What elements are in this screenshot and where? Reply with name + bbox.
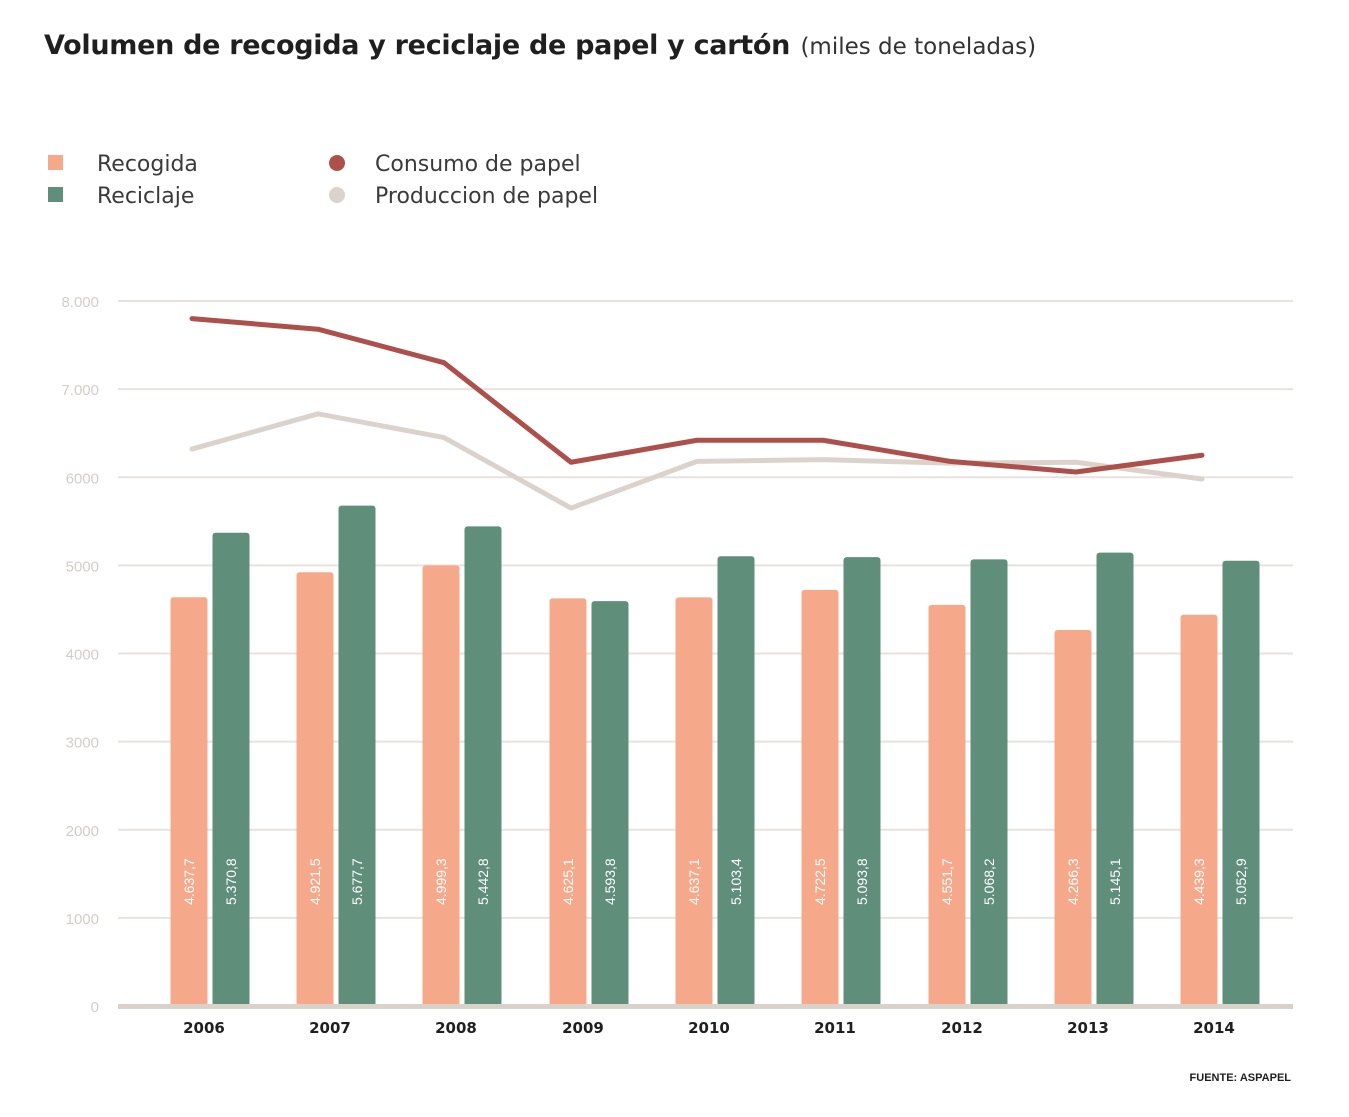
bar-value-label: 5.677,7	[349, 858, 365, 905]
bar-reciclaje-2009	[591, 601, 629, 1006]
bar-recogida-2014	[1180, 614, 1218, 1006]
y-tick-label: 3000	[66, 735, 99, 752]
bar-recogida-2009	[549, 598, 587, 1006]
legend-swatch-recogida	[48, 155, 63, 170]
bar-value-label: 4.593,8	[602, 858, 618, 905]
bar-value-label: 5.442,8	[475, 858, 491, 905]
bar-value-label: 4.722,5	[812, 858, 828, 905]
y-tick-label: 7.000	[61, 382, 99, 399]
bar-value-label: 4.551,7	[939, 858, 955, 905]
bar-reciclaje-2013	[1096, 552, 1134, 1006]
x-tick-label: 2012	[941, 1019, 983, 1037]
bar-value-label: 5.370,8	[223, 858, 239, 905]
bar-reciclaje-2007	[338, 505, 376, 1006]
y-tick-label: 0	[91, 999, 99, 1016]
x-tick-label: 2009	[562, 1019, 604, 1037]
legend-label-consumo-de-papel: Consumo de papel	[375, 152, 581, 177]
bar-value-label: 5.093,8	[854, 858, 870, 905]
legend-dot-consumo-de-papel	[329, 155, 345, 171]
bar-recogida-2007	[296, 572, 334, 1006]
bar-reciclaje-2006	[212, 532, 250, 1006]
line-consumo-de-papel	[189, 316, 1205, 475]
x-tick-label: 2011	[814, 1019, 856, 1037]
bar-value-label: 5.103,4	[728, 858, 744, 905]
bar-reciclaje-2014	[1222, 560, 1260, 1006]
line-produccion-de-papel	[189, 411, 1205, 511]
legend-label-recogida: Recogida	[97, 152, 198, 177]
legend-dot-produccion-de-papel	[329, 187, 345, 203]
legend-swatch-reciclaje	[48, 187, 63, 202]
bar-value-label: 4.439,3	[1191, 858, 1207, 905]
bar-reciclaje-2011	[843, 557, 881, 1006]
bar-recogida-2013	[1054, 630, 1092, 1006]
bar-value-label: 4.266,3	[1065, 858, 1081, 905]
y-tick-label: 2000	[66, 823, 99, 840]
bar-recogida-2012	[928, 604, 966, 1006]
bar-value-label: 5.145,1	[1107, 858, 1123, 905]
x-tick-label: 2007	[309, 1019, 351, 1037]
bar-value-label: 4.637,7	[181, 858, 197, 905]
chart-subtitle: (miles de toneladas)	[800, 34, 1037, 60]
x-tick-label: 2006	[183, 1019, 225, 1037]
y-tick-label: 1000	[66, 911, 99, 928]
bar-value-label: 4.999,3	[433, 858, 449, 905]
bar-value-label: 4.921,5	[307, 858, 323, 905]
legend-label-reciclaje: Reciclaje	[97, 184, 194, 209]
bar-recogida-2010	[675, 597, 713, 1006]
y-tick-label: 8.000	[61, 294, 99, 311]
line-series	[189, 316, 1205, 511]
y-tick-label: 6000	[66, 470, 99, 487]
bar-reciclaje-2008	[464, 526, 502, 1006]
x-axis: 2006 2007 2008 2009 2010 2011 2012 2013 2014	[118, 1004, 1293, 1037]
legend-label-produccion-de-papel: Produccion de papel	[375, 184, 598, 209]
y-tick-label: 5000	[66, 558, 99, 575]
bar-reciclaje-2010	[717, 556, 755, 1006]
y-tick-label: 4000	[66, 647, 99, 664]
x-tick-label: 2010	[688, 1019, 730, 1037]
x-tick-label: 2013	[1067, 1019, 1109, 1037]
bar-recogida-2011	[801, 589, 839, 1006]
bar-value-label: 5.052,9	[1233, 858, 1249, 905]
bar-reciclaje-2012	[970, 559, 1008, 1006]
chart-title-row: Volumen de recogida y reciclaje de papel…	[44, 30, 1036, 61]
bar-value-label: 4.625,1	[560, 858, 576, 905]
legend: Recogida Reciclaje Consumo de papel Producc…	[48, 152, 598, 209]
chart-title: Volumen de recogida y reciclaje de papel…	[44, 30, 790, 61]
bar-recogida-2008	[422, 565, 460, 1006]
bar-value-label: 4.637,1	[686, 858, 702, 905]
x-tick-label: 2014	[1193, 1019, 1235, 1037]
x-axis-baseline	[118, 1004, 1293, 1009]
source-note: FUENTE: ASPAPEL	[1189, 1072, 1291, 1084]
x-tick-label: 2008	[435, 1019, 477, 1037]
bar-value-label: 5.068,2	[981, 858, 997, 905]
bars: 4.637,7 5.370,8 4.921,5 5.677,7 4.999,3 5.442…	[170, 505, 1260, 1006]
bar-recogida-2006	[170, 597, 208, 1006]
y-axis: 0 1000 2000 3000 4000 5000 6000 7.000 8.000	[61, 294, 99, 1016]
